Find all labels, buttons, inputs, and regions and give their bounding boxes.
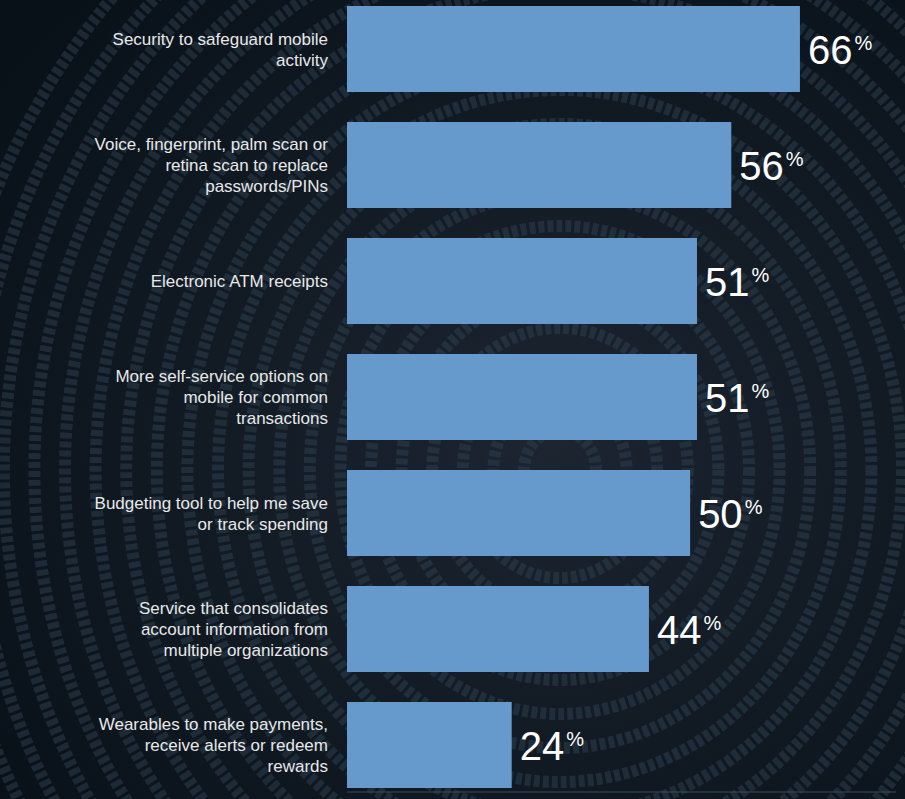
data-label: 24% <box>520 724 585 768</box>
label-line: account information from <box>141 620 328 639</box>
data-label-unit: % <box>703 612 721 634</box>
data-label: 50% <box>698 492 763 536</box>
label-line: activity <box>276 51 328 70</box>
category-label: Budgeting tool to help me save or track s… <box>95 494 328 534</box>
fingerprint-ridge <box>279 158 841 782</box>
data-label-unit: % <box>745 496 763 518</box>
fingerprint-ridge <box>340 226 779 714</box>
label-line: or track spending <box>198 515 328 534</box>
data-label-number: 66 <box>808 28 853 72</box>
fingerprint-ridge <box>0 0 905 799</box>
label-line: rewards <box>268 757 328 776</box>
data-label: 51% <box>705 260 770 304</box>
fingerprint-ridge <box>310 192 810 748</box>
category-label: More self-service options on mobile for c… <box>115 367 328 428</box>
data-label: 66% <box>808 28 873 72</box>
label-line: Budgeting tool to help me save <box>95 494 328 513</box>
fingerprint-ridge <box>0 0 905 799</box>
bar <box>347 122 731 208</box>
category-label: Voice, fingerprint, palm scan or retina s… <box>95 135 329 196</box>
data-label-number: 51 <box>705 376 750 420</box>
label-line: Service that consolidates <box>139 599 328 618</box>
data-label: 44% <box>657 608 722 652</box>
category-label: Security to safeguard mobile activity <box>113 30 329 70</box>
fingerprint-ridge <box>126 0 905 799</box>
data-label-unit: % <box>751 264 769 286</box>
label-line: Security to safeguard mobile <box>113 30 328 49</box>
data-label: 56% <box>739 144 804 188</box>
bar <box>347 470 690 556</box>
data-label: 51% <box>705 376 770 420</box>
data-label-unit: % <box>751 380 769 402</box>
label-line: Electronic ATM receipts <box>151 272 328 291</box>
fingerprint-ridge <box>34 0 905 799</box>
label-line: Voice, fingerprint, palm scan or <box>95 135 329 154</box>
data-label-unit: % <box>854 32 872 54</box>
fingerprint-ridge <box>4 0 905 799</box>
label-line: retina scan to replace <box>165 156 328 175</box>
fingerprint-ridge <box>96 0 905 799</box>
bar <box>347 6 800 92</box>
x-axis-line <box>347 792 896 793</box>
bar <box>347 238 697 324</box>
fingerprint-ridge <box>65 0 905 799</box>
bars <box>347 6 800 788</box>
bar <box>347 702 512 788</box>
label-line: transactions <box>236 409 328 428</box>
label-line: receive alerts or redeem <box>145 736 328 755</box>
category-label: Service that consolidates account informa… <box>139 599 328 660</box>
data-label-number: 24 <box>520 724 565 768</box>
data-label-number: 51 <box>705 260 750 304</box>
bar <box>347 586 649 672</box>
label-line: mobile for common <box>183 388 328 407</box>
data-label-unit: % <box>786 148 804 170</box>
data-label-unit: % <box>566 728 584 750</box>
category-label: Wearables to make payments, receive alert… <box>99 715 328 776</box>
data-label-number: 56 <box>739 144 784 188</box>
label-line: More self-service options on <box>115 367 328 386</box>
label-line: passwords/PINs <box>205 177 328 196</box>
fingerprint-ridge <box>249 124 872 799</box>
bar <box>347 354 697 440</box>
chart: Security to safeguard mobile activity 66% V… <box>0 0 905 799</box>
fingerprint-decoration <box>0 0 905 799</box>
category-label: Electronic ATM receipts <box>151 272 328 291</box>
fingerprint-ridge <box>218 90 902 799</box>
data-label-number: 50 <box>698 492 743 536</box>
labels: Security to safeguard mobile activity 66% V… <box>95 28 873 776</box>
label-line: multiple organizations <box>164 641 328 660</box>
data-label-number: 44 <box>657 608 702 652</box>
label-line: Wearables to make payments, <box>99 715 328 734</box>
